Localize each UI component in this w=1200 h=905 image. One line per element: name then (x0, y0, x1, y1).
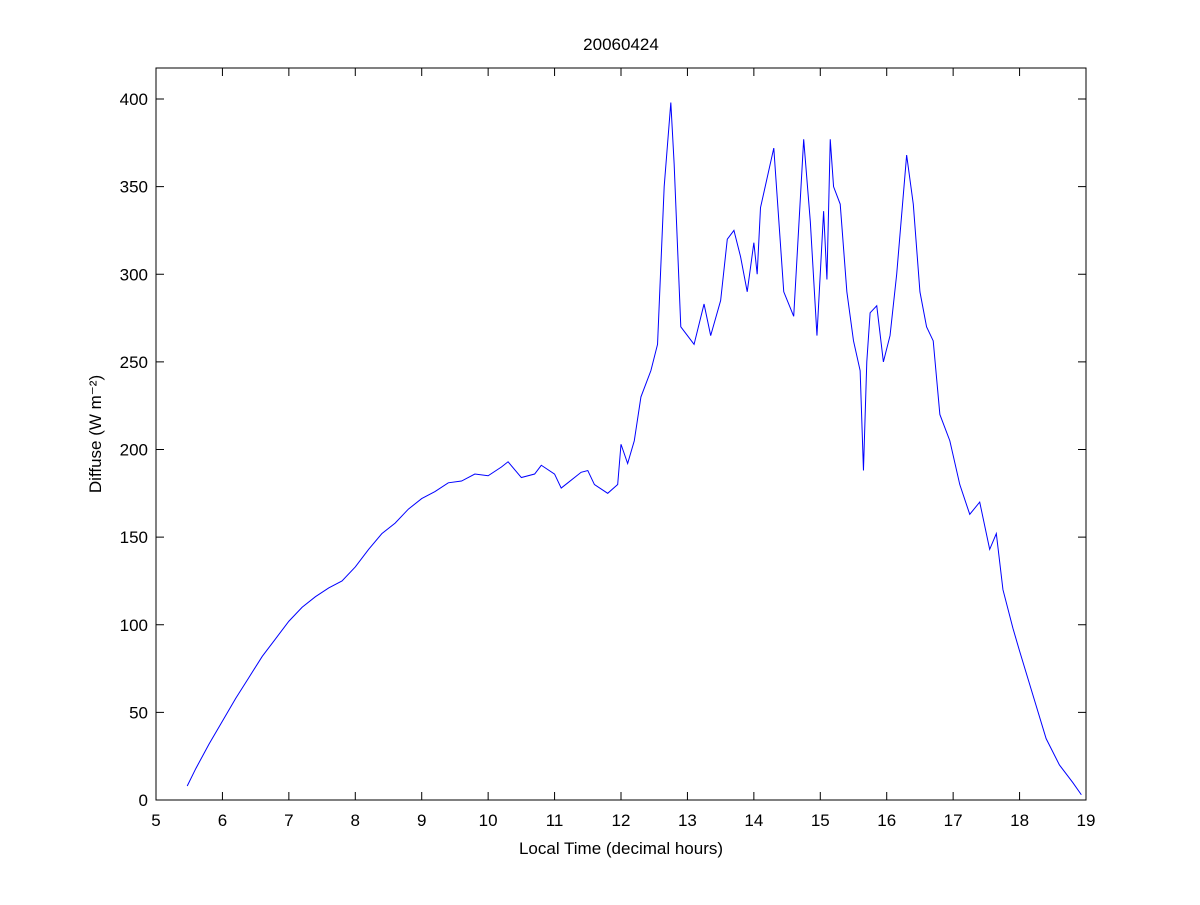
y-tick-label: 0 (139, 791, 148, 810)
x-tick-label: 8 (351, 811, 360, 830)
y-tick-label: 150 (120, 528, 148, 547)
x-tick-label: 6 (218, 811, 227, 830)
x-tick-label: 15 (811, 811, 830, 830)
y-tick-label: 50 (129, 703, 148, 722)
y-axis-label: Diffuse (W m⁻²) (86, 375, 105, 493)
y-tick-label: 100 (120, 616, 148, 635)
x-tick-label: 9 (417, 811, 426, 830)
x-tick-label: 16 (877, 811, 896, 830)
x-axis-label: Local Time (decimal hours) (519, 839, 723, 858)
y-tick-label: 300 (120, 265, 148, 284)
chart-title: 20060424 (583, 35, 659, 54)
x-tick-label: 13 (678, 811, 697, 830)
x-tick-label: 7 (284, 811, 293, 830)
x-tick-label: 12 (612, 811, 631, 830)
y-tick-label: 350 (120, 178, 148, 197)
x-tick-label: 10 (479, 811, 498, 830)
y-tick-label: 250 (120, 353, 148, 372)
x-tick-label: 14 (744, 811, 763, 830)
x-tick-label: 18 (1010, 811, 1029, 830)
data-line (186, 102, 1082, 796)
x-tick-label: 5 (151, 811, 160, 830)
x-tick-label: 11 (546, 811, 564, 830)
y-tick-label: 400 (120, 90, 148, 109)
y-tick-label: 200 (120, 441, 148, 460)
plot-area (155, 67, 1087, 801)
x-tick-label: 19 (1077, 811, 1096, 830)
x-tick-label: 17 (944, 811, 963, 830)
